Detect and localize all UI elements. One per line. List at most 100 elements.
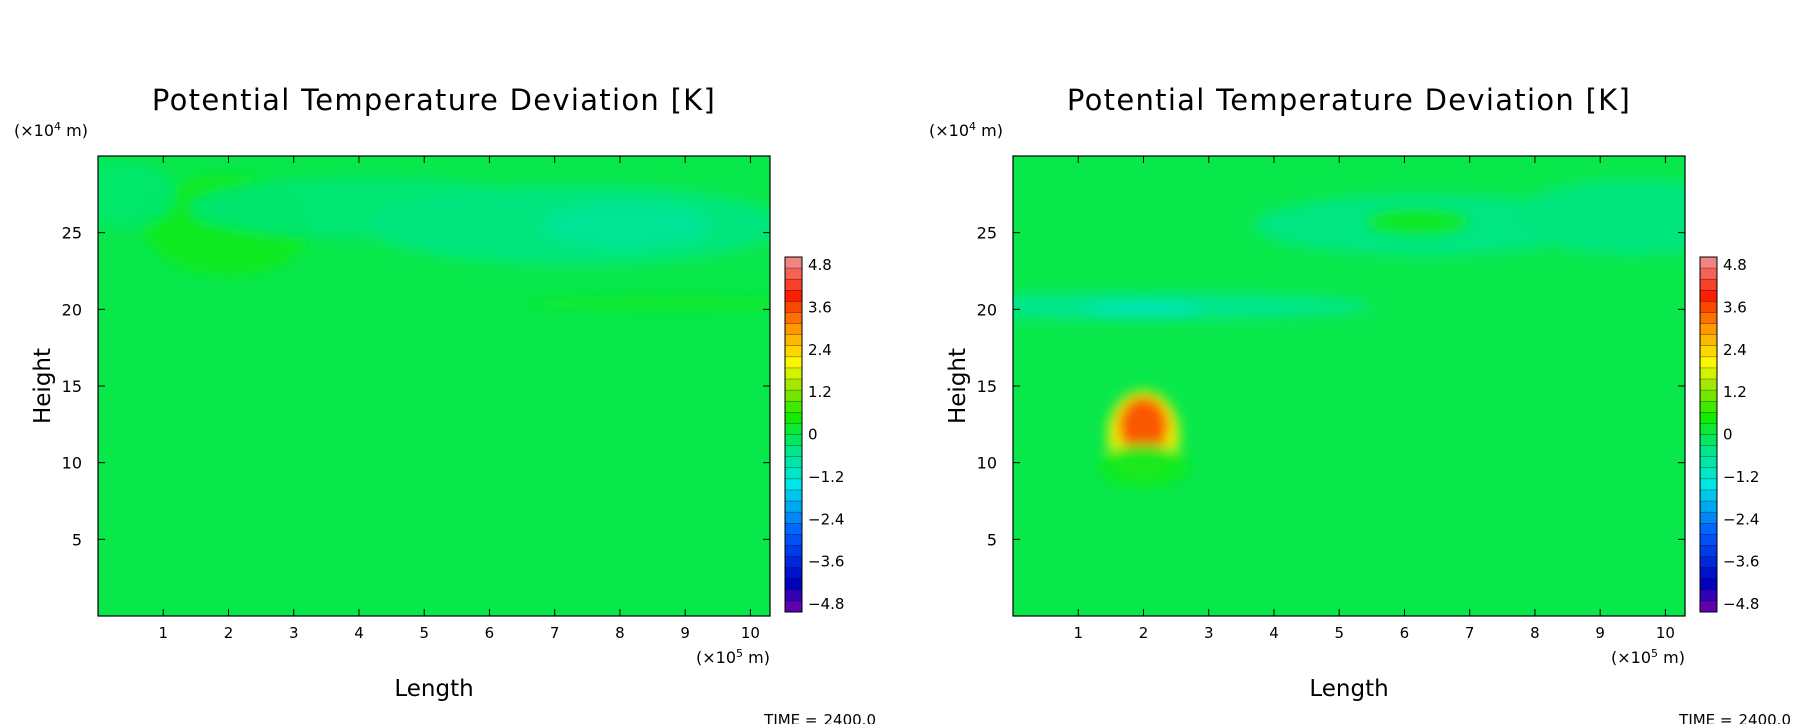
x-ticks: 1 2 3 4 5 6 7 8 9 10 — [158, 156, 760, 642]
colorbar-swatch — [785, 356, 802, 369]
colorbar-tick-label: 2.4 — [808, 341, 832, 359]
colorbar-swatch — [1700, 523, 1717, 535]
colorbar-tick-label: −2.4 — [1723, 510, 1759, 528]
colorbar-swatch — [785, 556, 802, 568]
chart-title: Potential Temperature Deviation [K] — [152, 83, 716, 117]
colorbar-swatch — [1700, 334, 1717, 347]
colorbar-tick-label: 3.6 — [1723, 298, 1747, 316]
colorbar-swatch — [785, 390, 802, 402]
colorbar-swatch — [785, 268, 802, 280]
anomaly-layer — [98, 160, 770, 312]
colorbar-swatch — [1700, 456, 1717, 469]
x-tick-label: 10 — [741, 624, 760, 642]
colorbar-swatch — [785, 334, 802, 347]
x-tick-label: 7 — [1465, 624, 1475, 642]
colorbar-frame — [784, 256, 803, 613]
colorbar-tick-label: −3.6 — [808, 553, 844, 571]
colorbar-swatch — [1700, 578, 1717, 591]
colorbar-swatch — [785, 434, 802, 446]
time-label: TIME = — [763, 711, 817, 724]
y-unit-suffix: m) — [61, 121, 88, 140]
chart-panel-right: Potential Temperature Deviation [K] (×10… — [915, 0, 1808, 724]
x-unit-prefix: (×10 — [1611, 648, 1651, 667]
y-unit-prefix: (×10 — [929, 121, 969, 140]
colorbar-swatch — [1700, 434, 1717, 446]
colorbar-tick-label: 1.2 — [808, 383, 832, 401]
x-tick-label: 3 — [289, 624, 299, 642]
cold-anomaly — [541, 203, 712, 247]
colorbar-swatch — [1700, 412, 1717, 424]
colorbar-swatch — [1700, 534, 1717, 546]
colorbar-swatch — [785, 323, 802, 335]
time-stamp: TIME = 2400.0 — [763, 711, 876, 724]
colorbar-swatch — [785, 301, 802, 313]
colorbar-swatch — [1700, 478, 1717, 491]
x-axis-label: Length — [394, 676, 473, 702]
x-ticks: 1 2 3 4 5 6 7 8 9 10 — [1073, 156, 1675, 642]
x-unit-suffix: m) — [743, 648, 770, 667]
colorbar-swatch — [785, 379, 802, 391]
colorbar-swatch — [785, 445, 802, 457]
colorbar-swatch — [785, 512, 802, 524]
colorbar: 4.8 3.6 2.4 1.2 0 −1.2 −2.4 −3.6 −4.8 — [784, 256, 844, 613]
x-tick-label: 9 — [1595, 624, 1605, 642]
colorbar-swatch — [1700, 556, 1717, 568]
y-tick-label: 10 — [62, 454, 82, 473]
colorbar-swatch — [1700, 512, 1717, 524]
colorbar-swatch — [785, 345, 802, 358]
colorbar-swatch — [785, 312, 802, 324]
x-unit-suffix: m) — [1658, 648, 1685, 667]
warm-anomaly — [1365, 208, 1470, 236]
colorbar-swatch — [1700, 445, 1717, 457]
x-tick-label: 6 — [485, 624, 495, 642]
time-value: 2400.0 — [1739, 711, 1792, 724]
chart-svg: Potential Temperature Deviation [K] (×10… — [14, 83, 876, 724]
colorbar-swatch — [785, 401, 802, 413]
y-unit-exponent: 4 — [54, 120, 61, 133]
colorbar-tick-label: −1.2 — [1723, 468, 1759, 486]
y-unit-suffix: m) — [976, 121, 1003, 140]
x-unit-exponent: 5 — [1651, 647, 1658, 660]
x-tick-label: 5 — [419, 624, 429, 642]
colorbar-swatch — [785, 290, 802, 302]
colorbar-tick-label: 4.8 — [808, 256, 832, 274]
colorbar-swatch — [785, 523, 802, 535]
x-tick-label: 7 — [550, 624, 560, 642]
colorbar-swatch — [1700, 367, 1717, 380]
colorbar-swatch — [785, 456, 802, 469]
colorbar-tick-label: 4.8 — [1723, 256, 1747, 274]
x-tick-label: 8 — [615, 624, 625, 642]
y-axis-label: Height — [30, 348, 56, 424]
y-unit-exponent: 4 — [969, 120, 976, 133]
cold-anomaly — [1084, 303, 1203, 315]
chart-title: Potential Temperature Deviation [K] — [1067, 83, 1631, 117]
warm-anomaly — [522, 294, 770, 312]
colorbar-swatch — [785, 534, 802, 546]
x-tick-label: 3 — [1204, 624, 1214, 642]
x-tick-label: 10 — [1656, 624, 1675, 642]
y-unit-label: (×104 m) — [14, 120, 88, 141]
colorbar-swatch — [785, 545, 802, 557]
colorbar-swatch — [1700, 545, 1717, 557]
colorbar-swatch — [785, 279, 802, 291]
cold-anomaly — [1515, 179, 1685, 256]
colorbar-swatch — [1700, 567, 1717, 580]
y-tick-label: 25 — [977, 224, 997, 243]
colorbar-swatch — [1700, 312, 1717, 324]
x-tick-label: 9 — [680, 624, 690, 642]
x-unit-exponent: 5 — [736, 647, 743, 660]
colorbar-swatch — [1700, 356, 1717, 369]
colorbar-swatch — [1700, 301, 1717, 313]
colorbar-swatch — [785, 423, 802, 435]
colorbar-swatch — [785, 501, 802, 513]
time-value: 2400.0 — [824, 711, 877, 724]
x-tick-label: 2 — [224, 624, 234, 642]
warm-anomaly — [1097, 444, 1190, 488]
colorbar-tick-label: 0 — [808, 426, 818, 444]
colorbar-swatch — [785, 489, 802, 502]
colorbar-swatch — [1700, 501, 1717, 513]
colorbar-swatch — [1700, 467, 1717, 480]
colorbar-tick-label: 3.6 — [808, 298, 832, 316]
y-unit-label: (×104 m) — [929, 120, 1003, 141]
